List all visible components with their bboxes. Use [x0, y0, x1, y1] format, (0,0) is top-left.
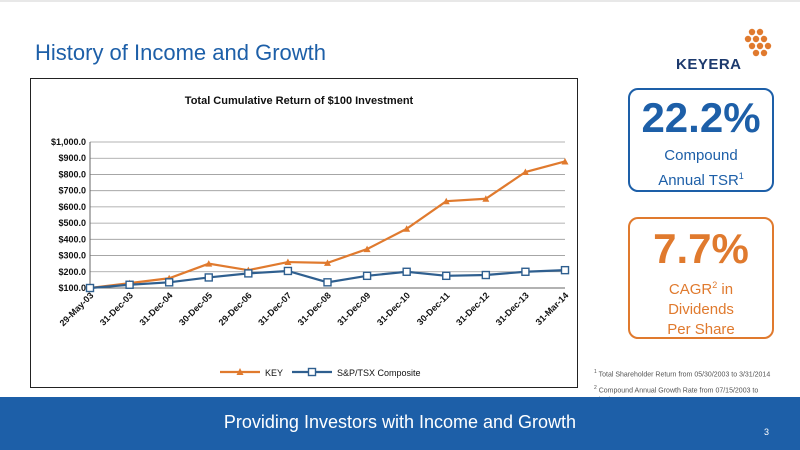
cagr-label: CAGR2 in Dividends Per Share [630, 275, 772, 340]
footnote-1: 1 Total Shareholder Return from 05/30/20… [594, 368, 789, 379]
series-line-key [89, 160, 566, 290]
legend-tsx-label: S&P/TSX Composite [337, 368, 421, 378]
data-point-key [561, 157, 569, 165]
y-tick-label: $1,000.0 [51, 137, 86, 147]
x-tick-label: 30-Dec-05 [177, 290, 214, 327]
x-tick-label: 31-Dec-07 [256, 290, 293, 327]
cagr-label-line3: Per Share [667, 321, 735, 338]
data-point-tsx [521, 267, 530, 276]
footnote-1-mark: 1 [594, 369, 597, 375]
logo-wordmark: KEYERA [676, 56, 742, 73]
data-point-tsx [204, 273, 213, 282]
y-tick-label: $900.0 [58, 153, 86, 163]
tsr-label: Compound Annual TSR1 [630, 146, 772, 191]
cumulative-return-chart: Total Cumulative Return of $100 Investme… [51, 95, 571, 378]
x-tick-label: 31-Dec-12 [454, 290, 491, 327]
x-tick-label: 31-Dec-04 [137, 290, 174, 327]
y-tick-label: $600.0 [58, 202, 86, 212]
keyera-logo-icon [744, 28, 772, 57]
x-tick-label: 30-Dec-11 [415, 290, 452, 327]
x-tick-label: 31-Dec-03 [98, 290, 135, 327]
y-tick-label: $500.0 [58, 218, 86, 228]
data-point-key [324, 259, 331, 266]
data-point-tsx [164, 278, 174, 287]
data-point-key [205, 260, 213, 267]
x-tick-label: 31-Dec-10 [375, 290, 412, 327]
x-tick-label: 31-Mar-14 [534, 290, 571, 327]
data-point-key [442, 197, 450, 205]
data-point-key [284, 258, 292, 266]
tsr-note-mark: 1 [738, 171, 744, 181]
data-point-tsx [442, 271, 451, 281]
data-point-tsx [481, 270, 491, 280]
cagr-value: 7.7% [653, 225, 749, 272]
cagr-label-line1b: in [717, 281, 734, 298]
tsr-label-line1: Compound [664, 147, 738, 164]
data-point-key [403, 225, 411, 232]
tsr-stat-box: 22.2% Compound Annual TSR1 [628, 88, 774, 192]
cagr-label-line2: Dividends [668, 301, 734, 318]
legend-tsx-marker [307, 367, 317, 377]
x-tick-label: 29-Dec-06 [217, 290, 254, 327]
page-number: 3 [764, 427, 770, 437]
data-point-tsx [323, 278, 332, 287]
x-tick-label: 29-May-03 [58, 290, 96, 328]
footnote-1-text: Total Shareholder Return from 05/30/2003… [596, 371, 771, 379]
y-tick-label: $400.0 [58, 234, 86, 244]
legend-key-marker [236, 368, 244, 375]
cagr-note-mark: 2 [712, 280, 718, 290]
tsr-label-line2: Annual TSR [658, 172, 739, 189]
x-tick-label: 31-Dec-08 [296, 290, 333, 327]
data-point-tsx [125, 280, 134, 289]
data-point-key [363, 245, 371, 253]
y-tick-label: $200.0 [58, 267, 86, 277]
data-point-tsx [560, 265, 570, 275]
data-point-tsx [85, 283, 95, 293]
footnote-2-mark: 2 [594, 385, 597, 392]
data-point-key [521, 168, 529, 176]
data-point-key [482, 195, 490, 202]
x-tick-label: 31-Dec-09 [335, 290, 372, 327]
cagr-stat-box: 7.7% CAGR2 in Dividends Per Share [628, 217, 774, 339]
y-tick-label: $300.0 [58, 251, 86, 261]
top-rule [0, 0, 800, 2]
chart-frame [30, 78, 578, 388]
data-point-tsx [362, 271, 372, 281]
legend-key-label: KEY [265, 368, 283, 378]
data-point-tsx [402, 267, 411, 276]
data-point-tsx [244, 269, 253, 278]
y-tick-label: $800.0 [58, 169, 86, 179]
y-tick-label: $100.0 [58, 283, 86, 293]
cagr-label-line1a: CAGR [668, 281, 713, 298]
footer-tagline: Providing Investors with Income and Grow… [223, 412, 577, 432]
data-point-tsx [283, 266, 293, 276]
x-tick-label: 31-Dec-13 [494, 290, 531, 327]
page-title: History of Income and Growth [35, 40, 327, 65]
tsr-value: 22.2% [641, 94, 761, 141]
y-tick-label: $700.0 [58, 186, 86, 196]
chart-title: Total Cumulative Return of $100 Investme… [185, 95, 414, 107]
footer-bar [0, 397, 800, 450]
